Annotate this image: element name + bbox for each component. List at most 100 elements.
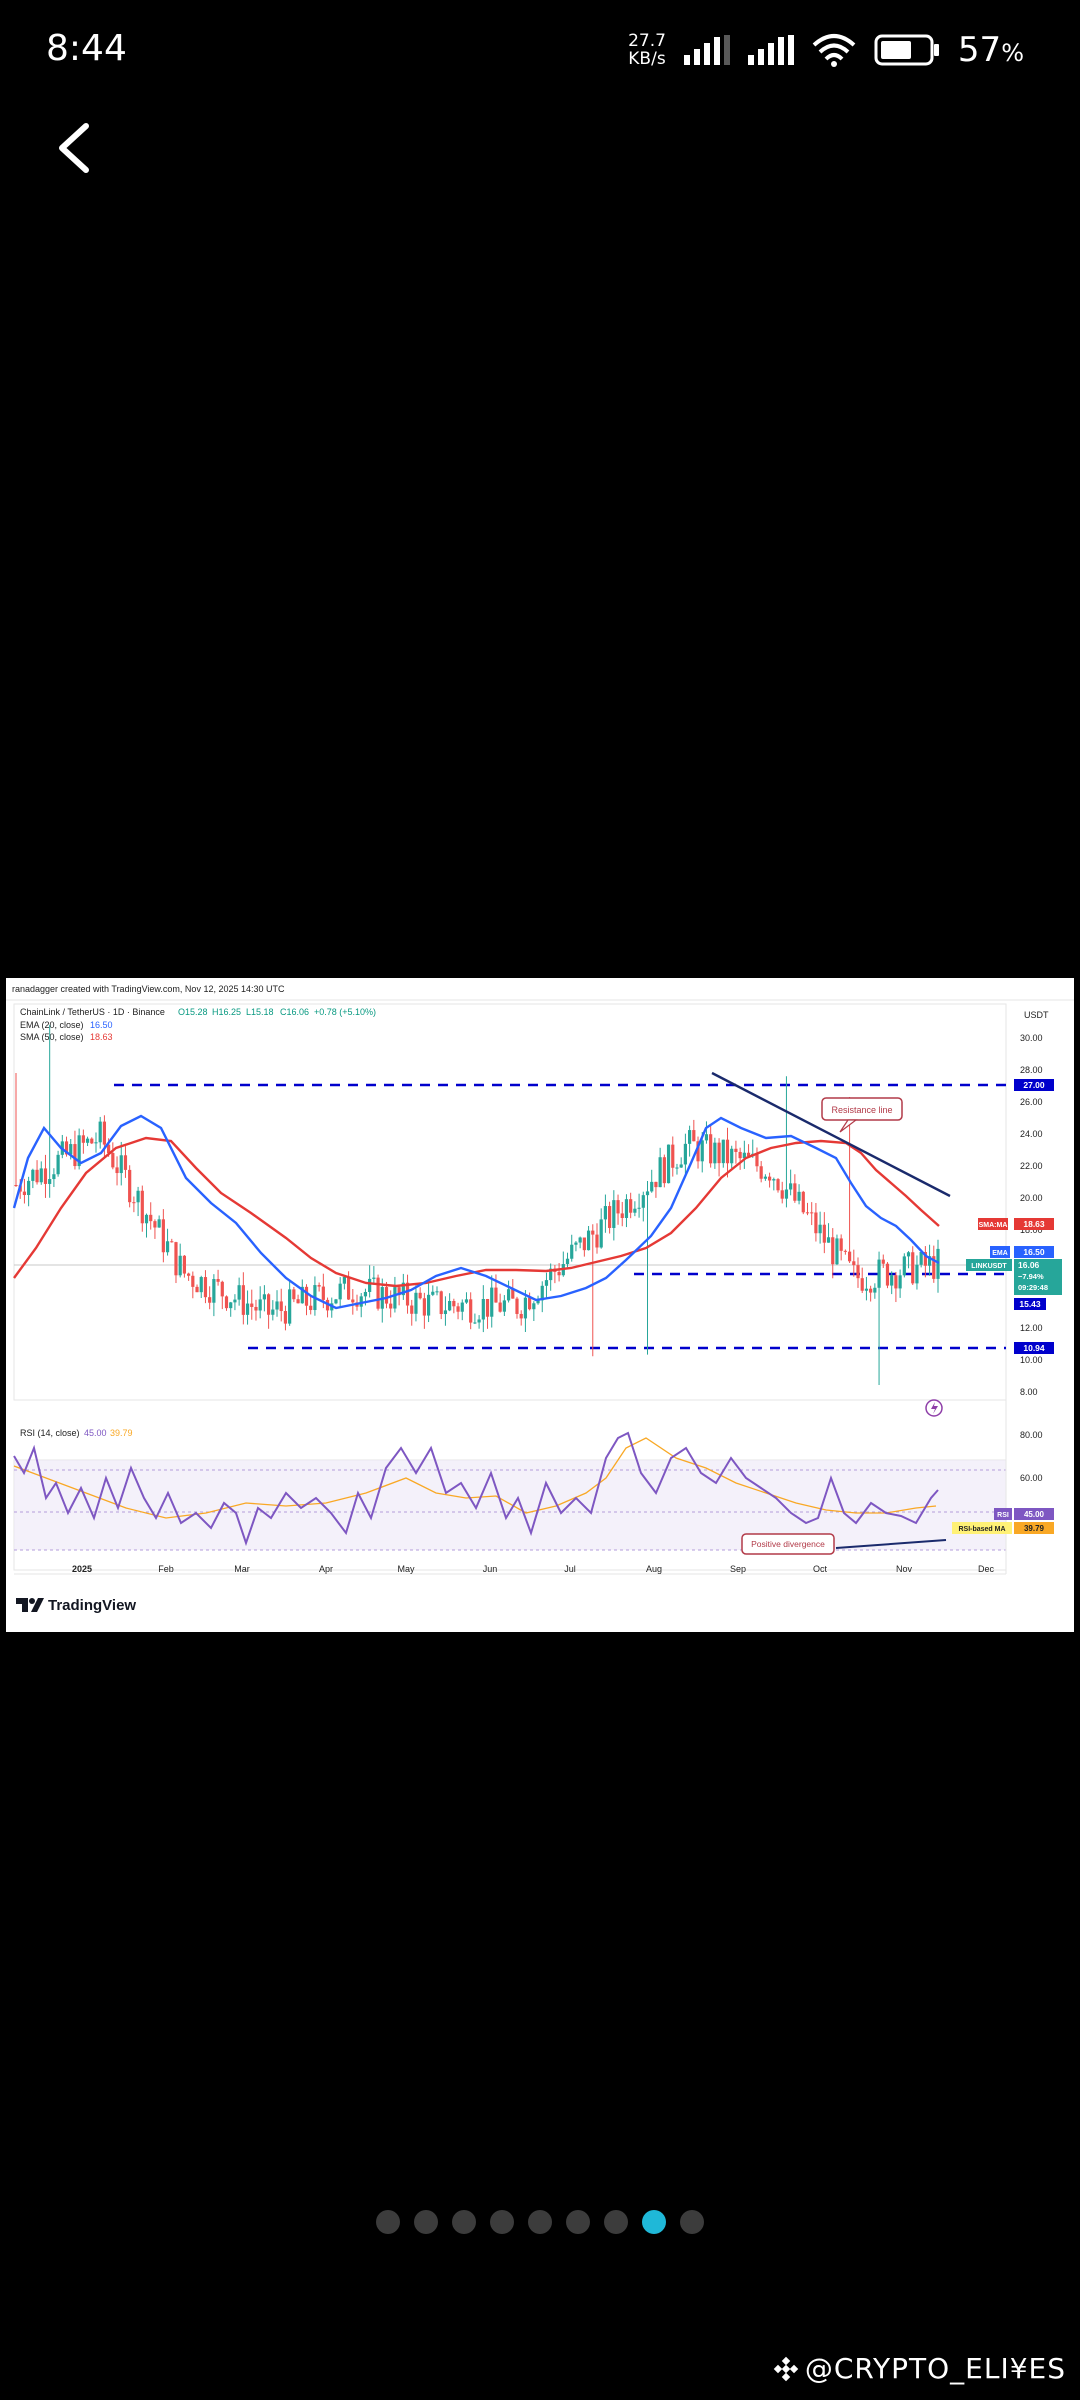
candle-body: [671, 1144, 675, 1168]
candle-body: [77, 1135, 81, 1167]
candle-body: [81, 1135, 85, 1143]
candle-body: [801, 1191, 805, 1213]
candle-body: [85, 1138, 90, 1143]
sma-label: SMA (50, close): [20, 1032, 84, 1042]
candle-body: [629, 1199, 633, 1213]
candle-body: [624, 1199, 629, 1218]
pager-dot[interactable]: [490, 2210, 514, 2234]
candle-body: [64, 1141, 69, 1155]
candle-body: [532, 1303, 536, 1310]
candle-body: [599, 1219, 603, 1248]
chevron-left-icon: [59, 123, 89, 173]
price-tick: 12.00: [1020, 1323, 1043, 1333]
candle-body: [730, 1148, 734, 1164]
month-label: Jun: [483, 1564, 498, 1574]
candle-body: [443, 1310, 448, 1315]
status-indicators: 27.7 KB/s 57%: [628, 28, 1024, 72]
candle-body: [346, 1276, 351, 1300]
currency-label: USDT: [1024, 1010, 1049, 1020]
month-label: Nov: [896, 1564, 913, 1574]
candle-body: [650, 1181, 654, 1192]
status-bar: 8:44 27.7 KB/s 57%: [0, 0, 1080, 100]
resistance-callout: Resistance line: [821, 1097, 903, 1133]
chart-ohlc-h: H16.25: [212, 1007, 241, 1017]
candle-body: [574, 1242, 578, 1245]
candle-body: [69, 1144, 73, 1155]
candle-body: [300, 1286, 304, 1304]
candle-body: [258, 1299, 262, 1311]
price-tick: 10.00: [1020, 1355, 1043, 1365]
candle-body: [203, 1277, 208, 1298]
candle-body: [485, 1298, 490, 1317]
candle-body: [418, 1292, 422, 1299]
candle-body: [591, 1230, 595, 1235]
candle-body: [877, 1259, 881, 1288]
candle-body: [376, 1277, 380, 1309]
price-tick: 24.00: [1020, 1129, 1043, 1139]
candle-body: [932, 1256, 936, 1279]
candle-body: [666, 1144, 671, 1184]
candle-body: [174, 1242, 178, 1276]
resistance-label: Resistance line: [831, 1105, 892, 1115]
price-tick: 26.00: [1020, 1097, 1043, 1107]
pager-dot[interactable]: [376, 2210, 400, 2234]
rsi-badge: 45.00: [1024, 1510, 1045, 1519]
candle-body: [309, 1305, 313, 1311]
pager-dot[interactable]: [528, 2210, 552, 2234]
divergence-label: Positive divergence: [751, 1539, 825, 1549]
candle-body: [616, 1200, 620, 1214]
month-label: Aug: [646, 1564, 662, 1574]
pager-dot[interactable]: [680, 2210, 704, 2234]
rsi-ma-badge-name: RSI-based MA: [958, 1526, 1005, 1533]
candle-body: [39, 1168, 43, 1183]
candle-body: [321, 1286, 325, 1300]
candle-body: [123, 1155, 128, 1170]
candle-body: [679, 1164, 683, 1168]
price-axis: USDT 30.00 28.00 26.00 24.00 22.00 20.00…: [1020, 1010, 1049, 1397]
candle-body: [570, 1244, 574, 1259]
candle-body: [90, 1138, 94, 1144]
candle-body: [208, 1297, 212, 1303]
candle-body: [835, 1238, 839, 1265]
rsi-tick: 80.00: [1020, 1430, 1043, 1440]
candle-body: [911, 1252, 915, 1284]
candle-body: [153, 1221, 157, 1228]
candle-body: [675, 1167, 679, 1169]
candle-body: [645, 1191, 650, 1196]
candle-body: [178, 1255, 182, 1276]
pager-dot[interactable]: [452, 2210, 476, 2234]
candle-body: [271, 1309, 275, 1315]
candle-body: [620, 1213, 624, 1218]
price-badges: 27.00 SMA:MA 18.63 EMA 16.50 LINKUSDT 16…: [966, 1079, 1062, 1354]
candle-body: [43, 1168, 48, 1184]
candle-body: [721, 1139, 725, 1164]
image-pager[interactable]: [0, 2210, 1080, 2234]
status-time: 8:44: [46, 28, 127, 69]
candle-body: [435, 1291, 439, 1293]
candle-body: [241, 1285, 245, 1315]
candle-body: [839, 1238, 843, 1251]
candle-body: [767, 1176, 772, 1181]
candle-body: [224, 1296, 229, 1309]
candle-body: [696, 1141, 700, 1162]
pager-dot[interactable]: [642, 2210, 666, 2234]
candle-body: [784, 1189, 789, 1199]
pager-dot[interactable]: [604, 2210, 628, 2234]
candle-body: [860, 1278, 864, 1291]
candle-body: [351, 1299, 355, 1303]
network-speed-unit: KB/s: [628, 49, 666, 69]
chart-image[interactable]: ranadagger created with TradingView.com,…: [6, 978, 1074, 1632]
pager-dot[interactable]: [566, 2210, 590, 2234]
back-button[interactable]: [48, 118, 104, 178]
candle-body: [662, 1157, 666, 1184]
candle-body: [384, 1287, 389, 1304]
candle-body: [641, 1195, 645, 1208]
chart-symbol: ChainLink / TetherUS · 1D · Binance: [20, 1007, 165, 1017]
candle-body: [826, 1237, 831, 1243]
pager-dot[interactable]: [414, 2210, 438, 2234]
chart-ohlc-c: C16.06: [280, 1007, 309, 1017]
badge-change: −7.94%: [1018, 1272, 1044, 1281]
candle-body: [27, 1180, 31, 1196]
candle-body: [856, 1265, 860, 1279]
candle-body: [515, 1298, 519, 1314]
